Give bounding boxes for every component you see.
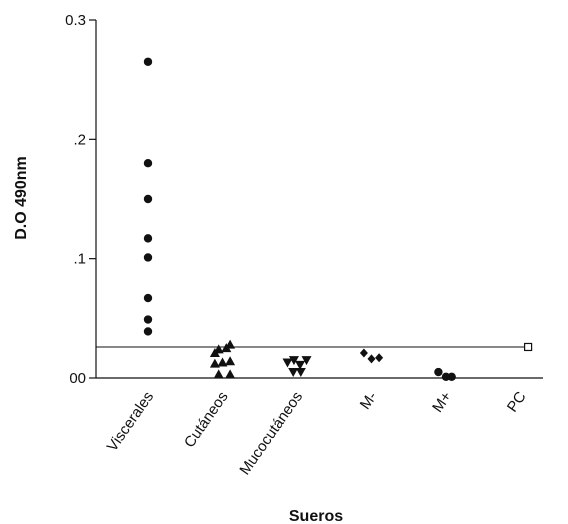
data-point [143, 234, 153, 243]
y-tick-label: .1 [73, 251, 86, 268]
x-category-label: Mucocutáneos [236, 389, 306, 479]
data-point [523, 342, 533, 352]
data-point [209, 358, 220, 368]
data-point [143, 57, 153, 66]
data-point [359, 348, 368, 358]
data-point [143, 159, 153, 168]
data-point [434, 367, 443, 377]
data-point [367, 354, 376, 364]
data-point [288, 356, 299, 366]
y-axis-title: D.O 490nm [13, 156, 30, 240]
data-point [288, 368, 299, 378]
x-axis-title: Sueros [289, 508, 343, 524]
data-point [447, 372, 456, 382]
data-point [143, 253, 153, 262]
data-point [295, 368, 306, 378]
data-point [225, 356, 236, 366]
data-point [143, 315, 153, 324]
data-point [301, 356, 312, 366]
y-ticks: 00 .1 .2 0.3 [65, 12, 96, 387]
y-tick-label: 0.3 [65, 12, 86, 29]
data-point [213, 344, 224, 354]
data-point [375, 353, 384, 363]
data-point [295, 360, 306, 370]
data-point [282, 358, 293, 368]
x-category-label: Viscerales [104, 389, 157, 455]
y-axis: 00 .1 .2 0.3 [65, 12, 97, 387]
x-category-label: PC [504, 388, 530, 415]
x-category-labels: Viscerales Cutáneos Mucocutáneos M- M+ PC [104, 388, 530, 478]
x-category-label: M+ [429, 388, 455, 415]
data-point [225, 339, 236, 349]
data-point [143, 194, 153, 204]
data-point [213, 369, 224, 379]
data-point [143, 327, 153, 336]
y-tick-label: .2 [73, 131, 86, 148]
data-point [217, 357, 228, 367]
x-category-label: Cutáneos [181, 389, 232, 451]
y-tick-label: 00 [69, 370, 86, 387]
x-category-label: M- [357, 389, 381, 413]
data-point [225, 369, 236, 379]
data-point [143, 293, 153, 303]
data-points [143, 57, 533, 382]
